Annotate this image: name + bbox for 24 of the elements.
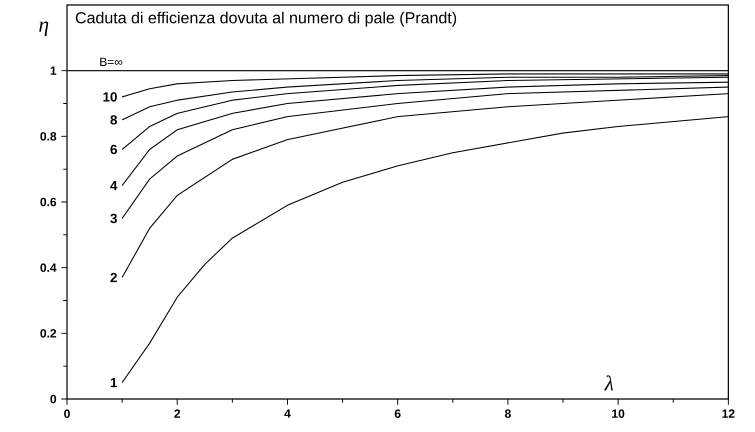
series-label: 8 [110,115,117,125]
x-tick-label: 6 [394,409,401,418]
y-tick-label: 0.2 [40,329,56,338]
series-label: B=∞ [100,58,122,66]
series-label: 3 [110,214,117,224]
x-tick-label: 0 [64,409,70,418]
x-tick-label: 4 [284,409,291,418]
y-axis-title: η [39,22,48,36]
y-tick-label: 0.6 [40,198,56,206]
series-label: 10 [103,92,117,102]
chart-title: Caduta di efficienza dovuta al numero di pale (Prandt) [76,12,456,27]
series-label: 1 [110,378,118,388]
x-tick-label: 8 [504,409,511,418]
y-tick-label: 1 [50,66,56,75]
series-label: 4 [110,180,118,190]
x-axis-title: λ [604,375,614,390]
x-tick-label: 2 [174,409,180,418]
x-tick-label: 12 [722,409,735,418]
series-label: 6 [110,144,117,154]
y-tick-label: 0 [50,394,56,404]
x-tick-label: 10 [612,409,624,418]
y-tick-label: 0.8 [40,132,56,141]
series-label: 2 [110,272,117,282]
y-tick-label: 0.4 [40,263,57,272]
